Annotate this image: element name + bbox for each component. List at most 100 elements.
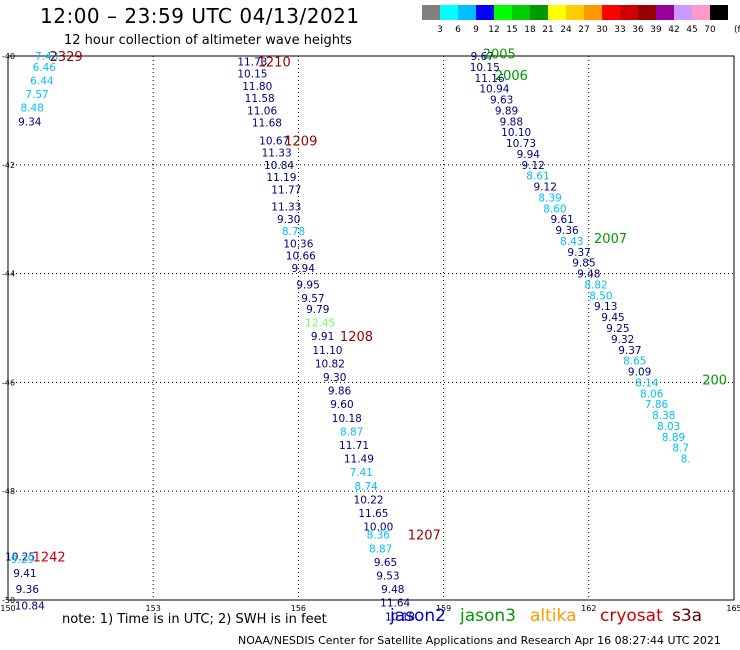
- wave-height-value: 8.39: [538, 192, 561, 204]
- wave-height-value: 10.84: [264, 160, 294, 172]
- wave-height-value: 7.43: [35, 51, 58, 63]
- color-scale-swatch: [530, 5, 548, 20]
- wave-height-value: 11.71: [339, 440, 369, 452]
- color-scale-swatch: [458, 5, 476, 20]
- satellite-legend-item: jason3: [460, 606, 516, 626]
- color-scale-swatch: [710, 5, 728, 20]
- satellite-legend-item: jason2: [390, 606, 446, 626]
- color-scale-swatch: [656, 5, 674, 20]
- color-scale-swatch: [440, 5, 458, 20]
- color-scale-label: 39: [650, 25, 662, 35]
- wave-height-value: 8.48: [21, 103, 44, 115]
- color-scale-swatch: [602, 5, 620, 20]
- color-scale-label: 36: [632, 25, 644, 35]
- wave-height-value: 8.50: [589, 290, 612, 302]
- satellite-legend-item: altika: [530, 606, 577, 626]
- wave-height-value: 10.18: [385, 611, 415, 623]
- wave-height-value: 10.15: [237, 68, 267, 80]
- color-scale-label: 70: [704, 25, 716, 35]
- wave-height-value: 9.91: [311, 331, 334, 343]
- wave-height-value: 6.44: [30, 75, 54, 87]
- wave-height-value: 8.82: [584, 279, 607, 291]
- satellite-legend-item: cryosat: [600, 606, 663, 626]
- wave-height-value: 10.67: [259, 135, 289, 147]
- pass-id-label: 2007: [594, 232, 627, 247]
- color-scale-swatch: [476, 5, 494, 20]
- y-tick-label: -42: [2, 161, 15, 170]
- wave-height-value: 9.67: [471, 51, 494, 63]
- wave-height-value: 7.41: [350, 467, 373, 479]
- pass-id-label: 2006: [495, 69, 528, 84]
- color-scale-label: 18: [524, 25, 536, 35]
- wave-height-value: 9.63: [490, 95, 513, 107]
- color-scale-label: 24: [560, 25, 572, 35]
- wave-height-value: 8.03: [657, 421, 680, 433]
- footer-credit: NOAA/NESDIS Center for Satellite Applica…: [238, 634, 721, 647]
- wave-height-value: 10.84: [15, 600, 45, 612]
- wave-height-value: 8.87: [340, 426, 363, 438]
- color-scale-label: 3: [437, 25, 443, 35]
- wave-height-value: 9.79: [306, 304, 329, 316]
- wave-height-value: 11.65: [358, 508, 388, 520]
- color-scale-label: 15: [506, 25, 518, 35]
- wave-height-value: 11.64: [380, 598, 410, 610]
- color-scale-label: 45: [686, 25, 698, 35]
- color-scale-label: 42: [668, 25, 680, 35]
- x-tick-label: 159: [436, 604, 451, 613]
- wave-height-value: 9.36: [555, 225, 579, 237]
- footer-note: note: 1) Time is in UTC; 2) SWH is in fe…: [62, 612, 327, 627]
- wave-height-value: 11.19: [266, 172, 296, 184]
- wave-height-value: 11.33: [262, 147, 292, 159]
- wave-height-value: 8.78: [282, 226, 305, 238]
- color-scale-swatch: [692, 5, 710, 20]
- wave-height-value: 9.25: [606, 323, 629, 335]
- color-scale-swatch: [566, 5, 584, 20]
- color-scale-label: 21: [542, 25, 554, 35]
- wave-height-value: 9.32: [611, 334, 634, 346]
- wave-height-value: 11.10: [312, 345, 342, 357]
- wave-height-value: 9.94: [292, 263, 316, 275]
- wave-height-value: 11.73: [237, 56, 267, 68]
- wave-height-value: 9.94: [517, 149, 541, 161]
- color-scale-swatch: [620, 5, 638, 20]
- x-tick-label: 162: [581, 604, 596, 613]
- x-tick-label: 150: [0, 604, 15, 613]
- wave-height-value: 9.89: [495, 105, 518, 117]
- y-tick-label: -46: [2, 378, 15, 387]
- satellite-legend-item: s3a: [672, 606, 703, 626]
- wave-height-value: 8.7: [672, 443, 689, 455]
- wave-height-value: 10.94: [479, 84, 509, 96]
- pass-id-label: 1242: [33, 550, 66, 565]
- wave-height-value: 9.12: [534, 182, 557, 194]
- pass-id-label: 1208: [340, 330, 373, 345]
- wave-height-value: 11.80: [242, 81, 272, 93]
- wave-height-value: 8.38: [652, 410, 675, 422]
- color-scale-unit: (ft): [734, 25, 740, 35]
- wave-height-value: 9.41: [13, 568, 36, 580]
- wave-height-value: 9.48: [381, 584, 404, 596]
- wave-height-value: 6.46: [33, 62, 57, 74]
- pass-id-label: 2005: [483, 47, 516, 62]
- color-scale-swatch: [494, 5, 512, 20]
- y-tick-label: -48: [2, 487, 15, 496]
- wave-height-value: 7.57: [25, 89, 48, 101]
- color-scale-swatch: [422, 5, 440, 20]
- wave-height-value: 9.88: [500, 116, 523, 128]
- wave-height-value: 10.66: [286, 251, 316, 263]
- wave-height-value: 9.12: [521, 160, 544, 172]
- wave-height-value: 8.74: [354, 481, 378, 493]
- y-tick-label: -50: [2, 596, 15, 605]
- wave-height-value: 9.13: [594, 301, 617, 313]
- wave-height-value: 11.77: [271, 184, 301, 196]
- wave-height-value: 8.06: [640, 388, 664, 400]
- color-scale-label: 12: [488, 25, 500, 35]
- pass-id-label: 200: [702, 374, 727, 389]
- wave-height-value: 9.57: [301, 293, 324, 305]
- wave-height-value: 10.22: [354, 494, 384, 506]
- color-scale-label: 27: [578, 25, 590, 35]
- pass-id-label: 1209: [284, 134, 317, 149]
- wave-height-value: 9.30: [277, 214, 300, 226]
- wave-height-value: 8.14: [635, 377, 659, 389]
- color-scale-swatch: [584, 5, 602, 20]
